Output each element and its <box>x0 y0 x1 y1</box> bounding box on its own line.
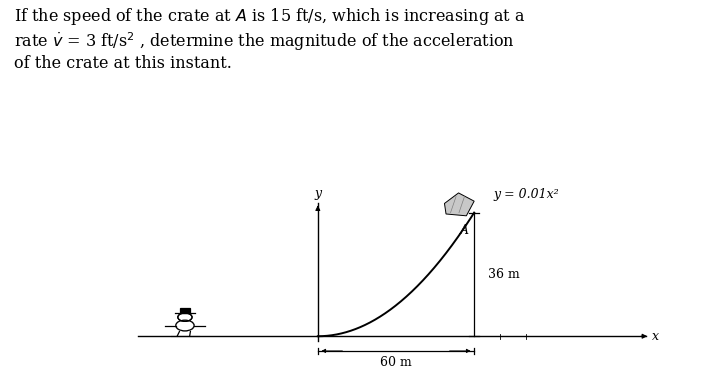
Text: y: y <box>314 187 321 200</box>
Text: y = 0.01x²: y = 0.01x² <box>494 188 559 201</box>
Circle shape <box>178 313 192 321</box>
Text: 36 m: 36 m <box>488 268 520 281</box>
Polygon shape <box>444 193 474 216</box>
Text: If the speed of the crate at $A$ is 15 ft/s, which is increasing at a
rate $\dot: If the speed of the crate at $A$ is 15 f… <box>14 6 526 72</box>
Text: 60 m: 60 m <box>380 356 412 369</box>
Bar <box>180 308 190 313</box>
Text: x: x <box>652 330 660 343</box>
Text: A: A <box>460 224 469 237</box>
Circle shape <box>176 320 194 331</box>
